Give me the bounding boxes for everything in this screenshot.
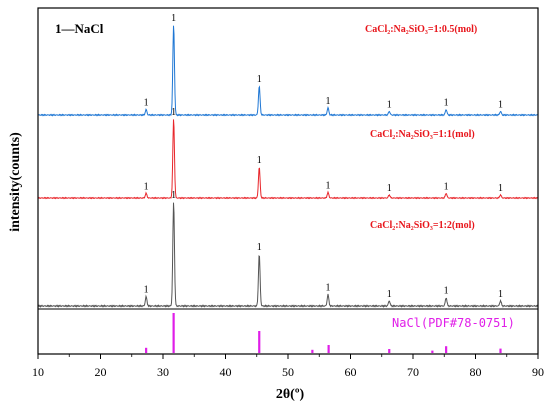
series-labels: CaCl₂:Na₂SiO₃=1:0.5(mol) CaCl₂:Na₂SiO₃=1:… [365, 24, 477, 231]
peak-marker: 1 [144, 181, 149, 192]
series-label: CaCl₂:Na₂SiO₃=1:1(mol) [370, 129, 475, 140]
x-tick-label: 80 [470, 365, 482, 379]
peak-marker: 1 [171, 107, 176, 118]
peak-marker: 1 [444, 98, 449, 109]
x-tick-label: 10 [32, 365, 44, 379]
peak-marker: 1 [257, 74, 262, 85]
x-tick-label: 50 [282, 365, 294, 379]
peak-marker: 1 [326, 283, 331, 294]
peak-marker: 1 [498, 99, 503, 110]
peak-marker: 1 [498, 183, 503, 194]
series-label: CaCl₂:Na₂SiO₃=1:2(mol) [370, 220, 475, 231]
plot-frame [37, 7, 539, 355]
peak-marker: 1 [257, 155, 262, 166]
peak-marker: 1 [326, 96, 331, 107]
series-trace [37, 25, 539, 117]
peak-marker: 1 [257, 242, 262, 253]
peak-marker: 1 [387, 289, 392, 300]
x-tick-label: 60 [345, 365, 357, 379]
x-tick-label: 20 [95, 365, 107, 379]
peak-marker: 1 [144, 98, 149, 109]
peak-marker: 1 [171, 13, 176, 24]
peak-marker: 1 [498, 289, 503, 300]
x-axis-label: 2θ(º) [276, 387, 305, 402]
peak-marker: 1 [444, 286, 449, 297]
peak-markers: 1 1 1 1 1 1 1 1 1 1 1 1 1 1 1 1 1 1 1 1 1 [144, 13, 503, 300]
y-axis-label: intensity(counts) [8, 132, 23, 232]
peak-marker: 1 [171, 190, 176, 201]
peak-marker: 1 [144, 285, 149, 296]
legend-key: 1—NaCl [55, 21, 104, 36]
x-axis: 10 20 30 40 50 60 70 80 90 [32, 354, 544, 379]
xrd-traces [37, 25, 539, 308]
peak-marker: 1 [444, 181, 449, 192]
peak-marker: 1 [387, 99, 392, 110]
reference-pattern [145, 313, 502, 353]
series-label: CaCl₂:Na₂SiO₃=1:0.5(mol) [365, 24, 477, 35]
x-tick-label: 30 [157, 365, 169, 379]
peak-marker: 1 [326, 181, 331, 192]
x-tick-label: 40 [220, 365, 232, 379]
x-tick-label: 70 [407, 365, 419, 379]
series-trace [37, 119, 539, 200]
reference-label: NaCl(PDF#78-0751) [392, 316, 515, 330]
series-trace [37, 202, 539, 308]
x-tick-label: 90 [532, 365, 544, 379]
peak-marker: 1 [387, 183, 392, 194]
